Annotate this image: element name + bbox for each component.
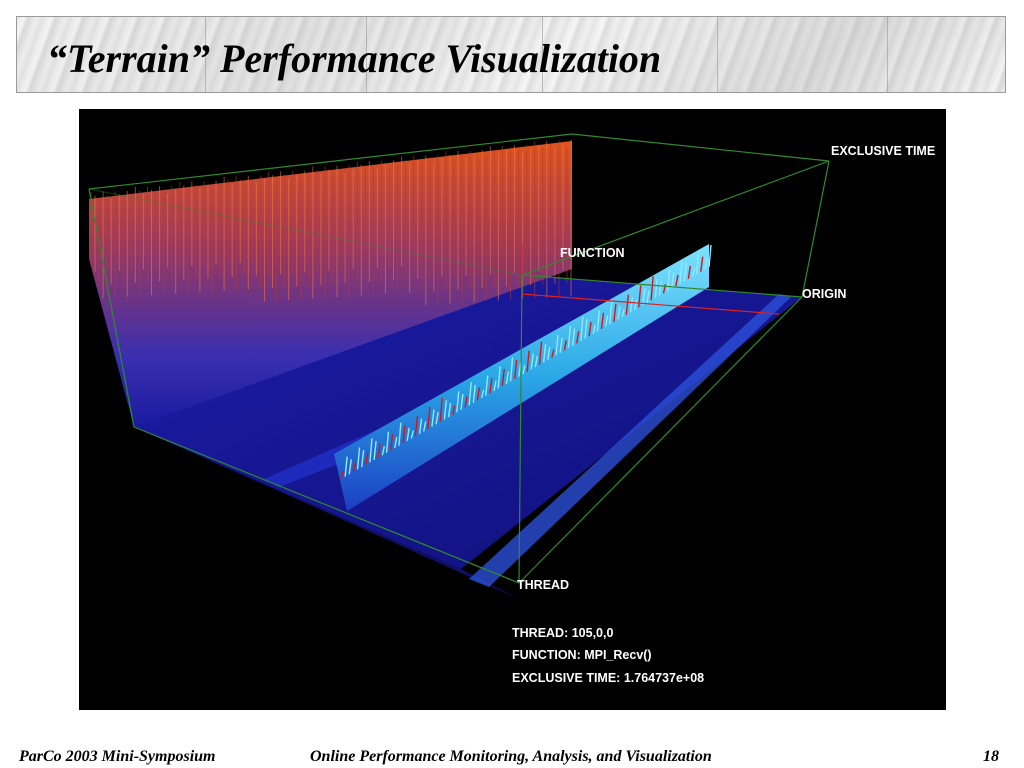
slide-footer: ParCo 2003 Mini-Symposium Online Perform…	[0, 748, 1024, 766]
readout-thread: THREAD: 105,0,0	[512, 626, 613, 640]
slide-title-banner: “Terrain” Performance Visualization	[16, 16, 1006, 93]
marble-tile-seam	[366, 17, 367, 92]
readout-function: FUNCTION: MPI_Recv()	[512, 648, 652, 662]
near-ridge	[469, 294, 791, 587]
marble-tile-seam	[717, 17, 718, 92]
slide-title: “Terrain” Performance Visualization	[47, 36, 662, 81]
main-ridge-spikes	[340, 244, 712, 480]
terrain-canvas[interactable]: EXCLUSIVE TIME FUNCTION ORIGIN THREAD TH…	[79, 109, 946, 710]
marble-tile-seam	[887, 17, 888, 92]
tall-peaks-wall	[89, 141, 572, 427]
terrain-visualization-view[interactable]: EXCLUSIVE TIME FUNCTION ORIGIN THREAD TH…	[79, 109, 946, 710]
axis-label-function: FUNCTION	[560, 246, 625, 260]
readout-exclusive-time: EXCLUSIVE TIME: 1.764737e+08	[512, 671, 704, 685]
marble-tile-seam	[205, 17, 206, 92]
footer-event: ParCo 2003 Mini-Symposium	[19, 748, 216, 765]
bounding-box	[88, 133, 830, 584]
tall-peaks-stripes	[90, 140, 572, 305]
marble-tile-seam	[542, 17, 543, 92]
axis-label-thread: THREAD	[517, 578, 569, 592]
footer-talk-title: Online Performance Monitoring, Analysis,…	[310, 748, 712, 765]
axis-label-exclusive-time: EXCLUSIVE TIME	[831, 144, 935, 158]
footer-page-number: 18	[983, 748, 999, 765]
origin-marker	[521, 244, 780, 315]
axis-label-origin: ORIGIN	[802, 287, 846, 301]
